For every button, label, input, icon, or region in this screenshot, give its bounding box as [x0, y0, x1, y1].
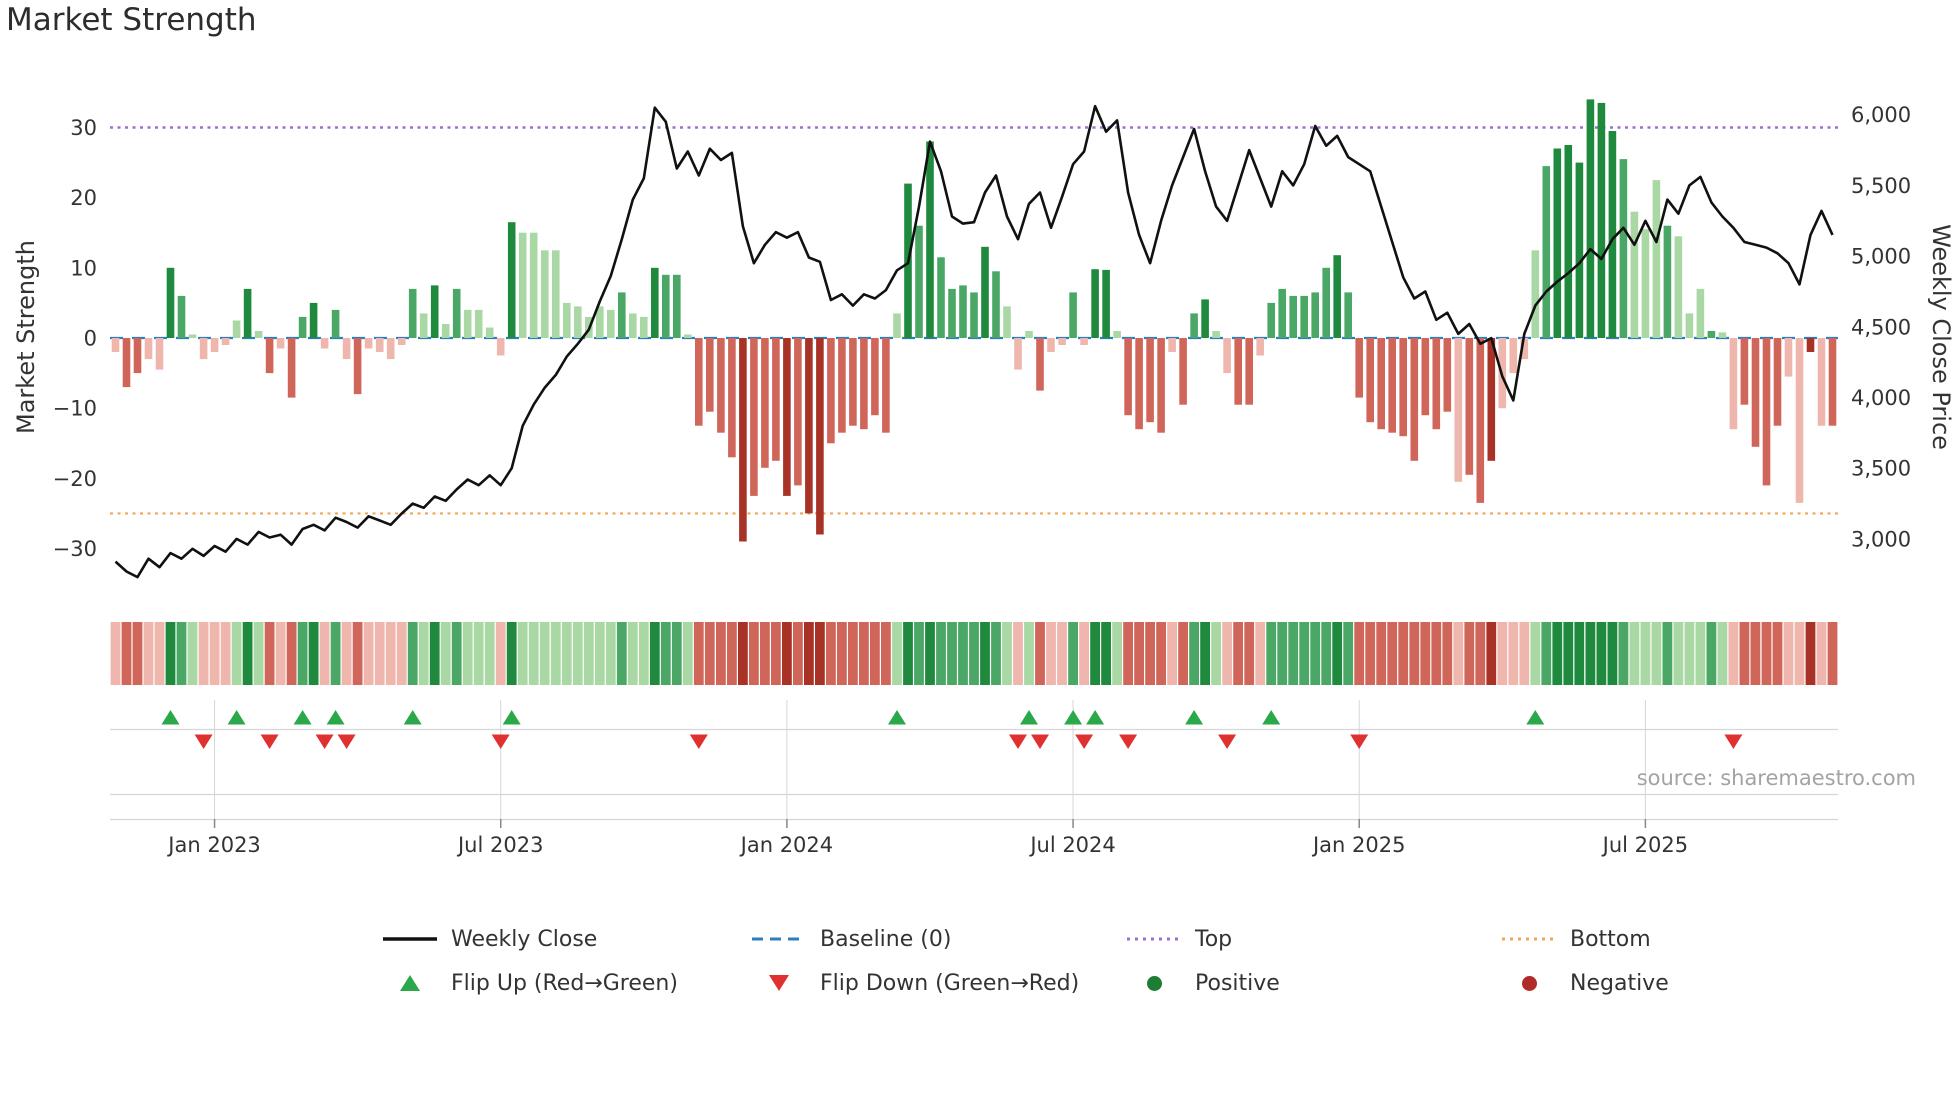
svg-text:4,500: 4,500: [1851, 315, 1911, 339]
market-strength-chart: Jan 2023 Jul 2023 Jan 2024 Jul 2024 Jan 2025…: [53, 99, 1911, 857]
legend-item-bottom: Bottom: [1500, 922, 1920, 956]
legend-item-label: Negative: [1570, 970, 1669, 996]
svg-text:Jul 2024: Jul 2024: [1028, 833, 1115, 857]
legend-item-weekly-close: Weekly Close: [381, 922, 750, 956]
svg-text:Jan 2023: Jan 2023: [166, 833, 261, 857]
svg-text:−20: −20: [53, 467, 97, 491]
right-axis-title: Weekly Close Price: [1927, 224, 1955, 450]
flip-up-triangle-icon: [381, 975, 439, 991]
svg-text:4,000: 4,000: [1851, 386, 1911, 410]
legend-item-label: Top: [1195, 926, 1233, 952]
top-dotted-swatch: [1125, 929, 1183, 949]
svg-text:10: 10: [70, 256, 97, 280]
source-credit: source: sharemaestro.com: [1636, 766, 1916, 790]
svg-text:6,000: 6,000: [1851, 103, 1911, 127]
legend-item-top: Top: [1125, 922, 1500, 956]
legend-item-label: Positive: [1195, 970, 1280, 996]
svg-text:Jul 2023: Jul 2023: [456, 833, 543, 857]
price-line: [114, 104, 1834, 579]
svg-text:Jan 2024: Jan 2024: [739, 833, 834, 857]
negative-dot-icon: [1500, 975, 1558, 991]
legend-item-flip-up: Flip Up (Red→Green): [381, 966, 750, 1000]
legend-item-label: Bottom: [1570, 926, 1651, 952]
legend-item-positive: Positive: [1125, 966, 1500, 1000]
svg-text:5,000: 5,000: [1851, 245, 1911, 269]
legend-item-baseline: Baseline (0): [750, 922, 1125, 956]
svg-text:20: 20: [70, 186, 97, 210]
legend-item-label: Weekly Close: [451, 926, 598, 952]
legend-item-label: Flip Up (Red→Green): [451, 970, 678, 996]
legend-item-negative: Negative: [1500, 966, 1920, 1000]
page-title: Market Strength: [6, 2, 257, 38]
bottom-dotted-swatch: [1500, 929, 1558, 949]
axes: Jan 2023 Jul 2023 Jan 2024 Jul 2024 Jan 2025…: [53, 103, 1911, 857]
svg-text:0: 0: [84, 327, 97, 351]
legend-item-flip-down: Flip Down (Green→Red): [750, 966, 1125, 1000]
weekly-close-line-swatch: [381, 929, 439, 949]
strength-bars: [111, 99, 1837, 542]
svg-text:30: 30: [70, 116, 97, 140]
lower-panel-grid: [110, 700, 1838, 821]
svg-text:Jan 2025: Jan 2025: [1311, 833, 1406, 857]
left-axis-title: Market Strength: [12, 240, 40, 434]
svg-text:3,500: 3,500: [1851, 457, 1911, 481]
baseline-dash-swatch: [750, 929, 808, 949]
svg-text:−30: −30: [53, 537, 97, 561]
svg-text:−10: −10: [53, 397, 97, 421]
heatmap-strip: [110, 622, 1838, 685]
svg-text:Jul 2025: Jul 2025: [1601, 833, 1688, 857]
chart-legend: Weekly Close Baseline (0) Top Bottom Fli…: [381, 922, 1920, 1000]
positive-dot-icon: [1125, 975, 1183, 991]
legend-item-label: Baseline (0): [820, 926, 952, 952]
legend-item-label: Flip Down (Green→Red): [820, 970, 1080, 996]
flip-down-triangle-icon: [750, 975, 808, 991]
svg-text:5,500: 5,500: [1851, 174, 1911, 198]
flip-markers: [161, 710, 1743, 749]
svg-text:3,000: 3,000: [1851, 527, 1911, 551]
